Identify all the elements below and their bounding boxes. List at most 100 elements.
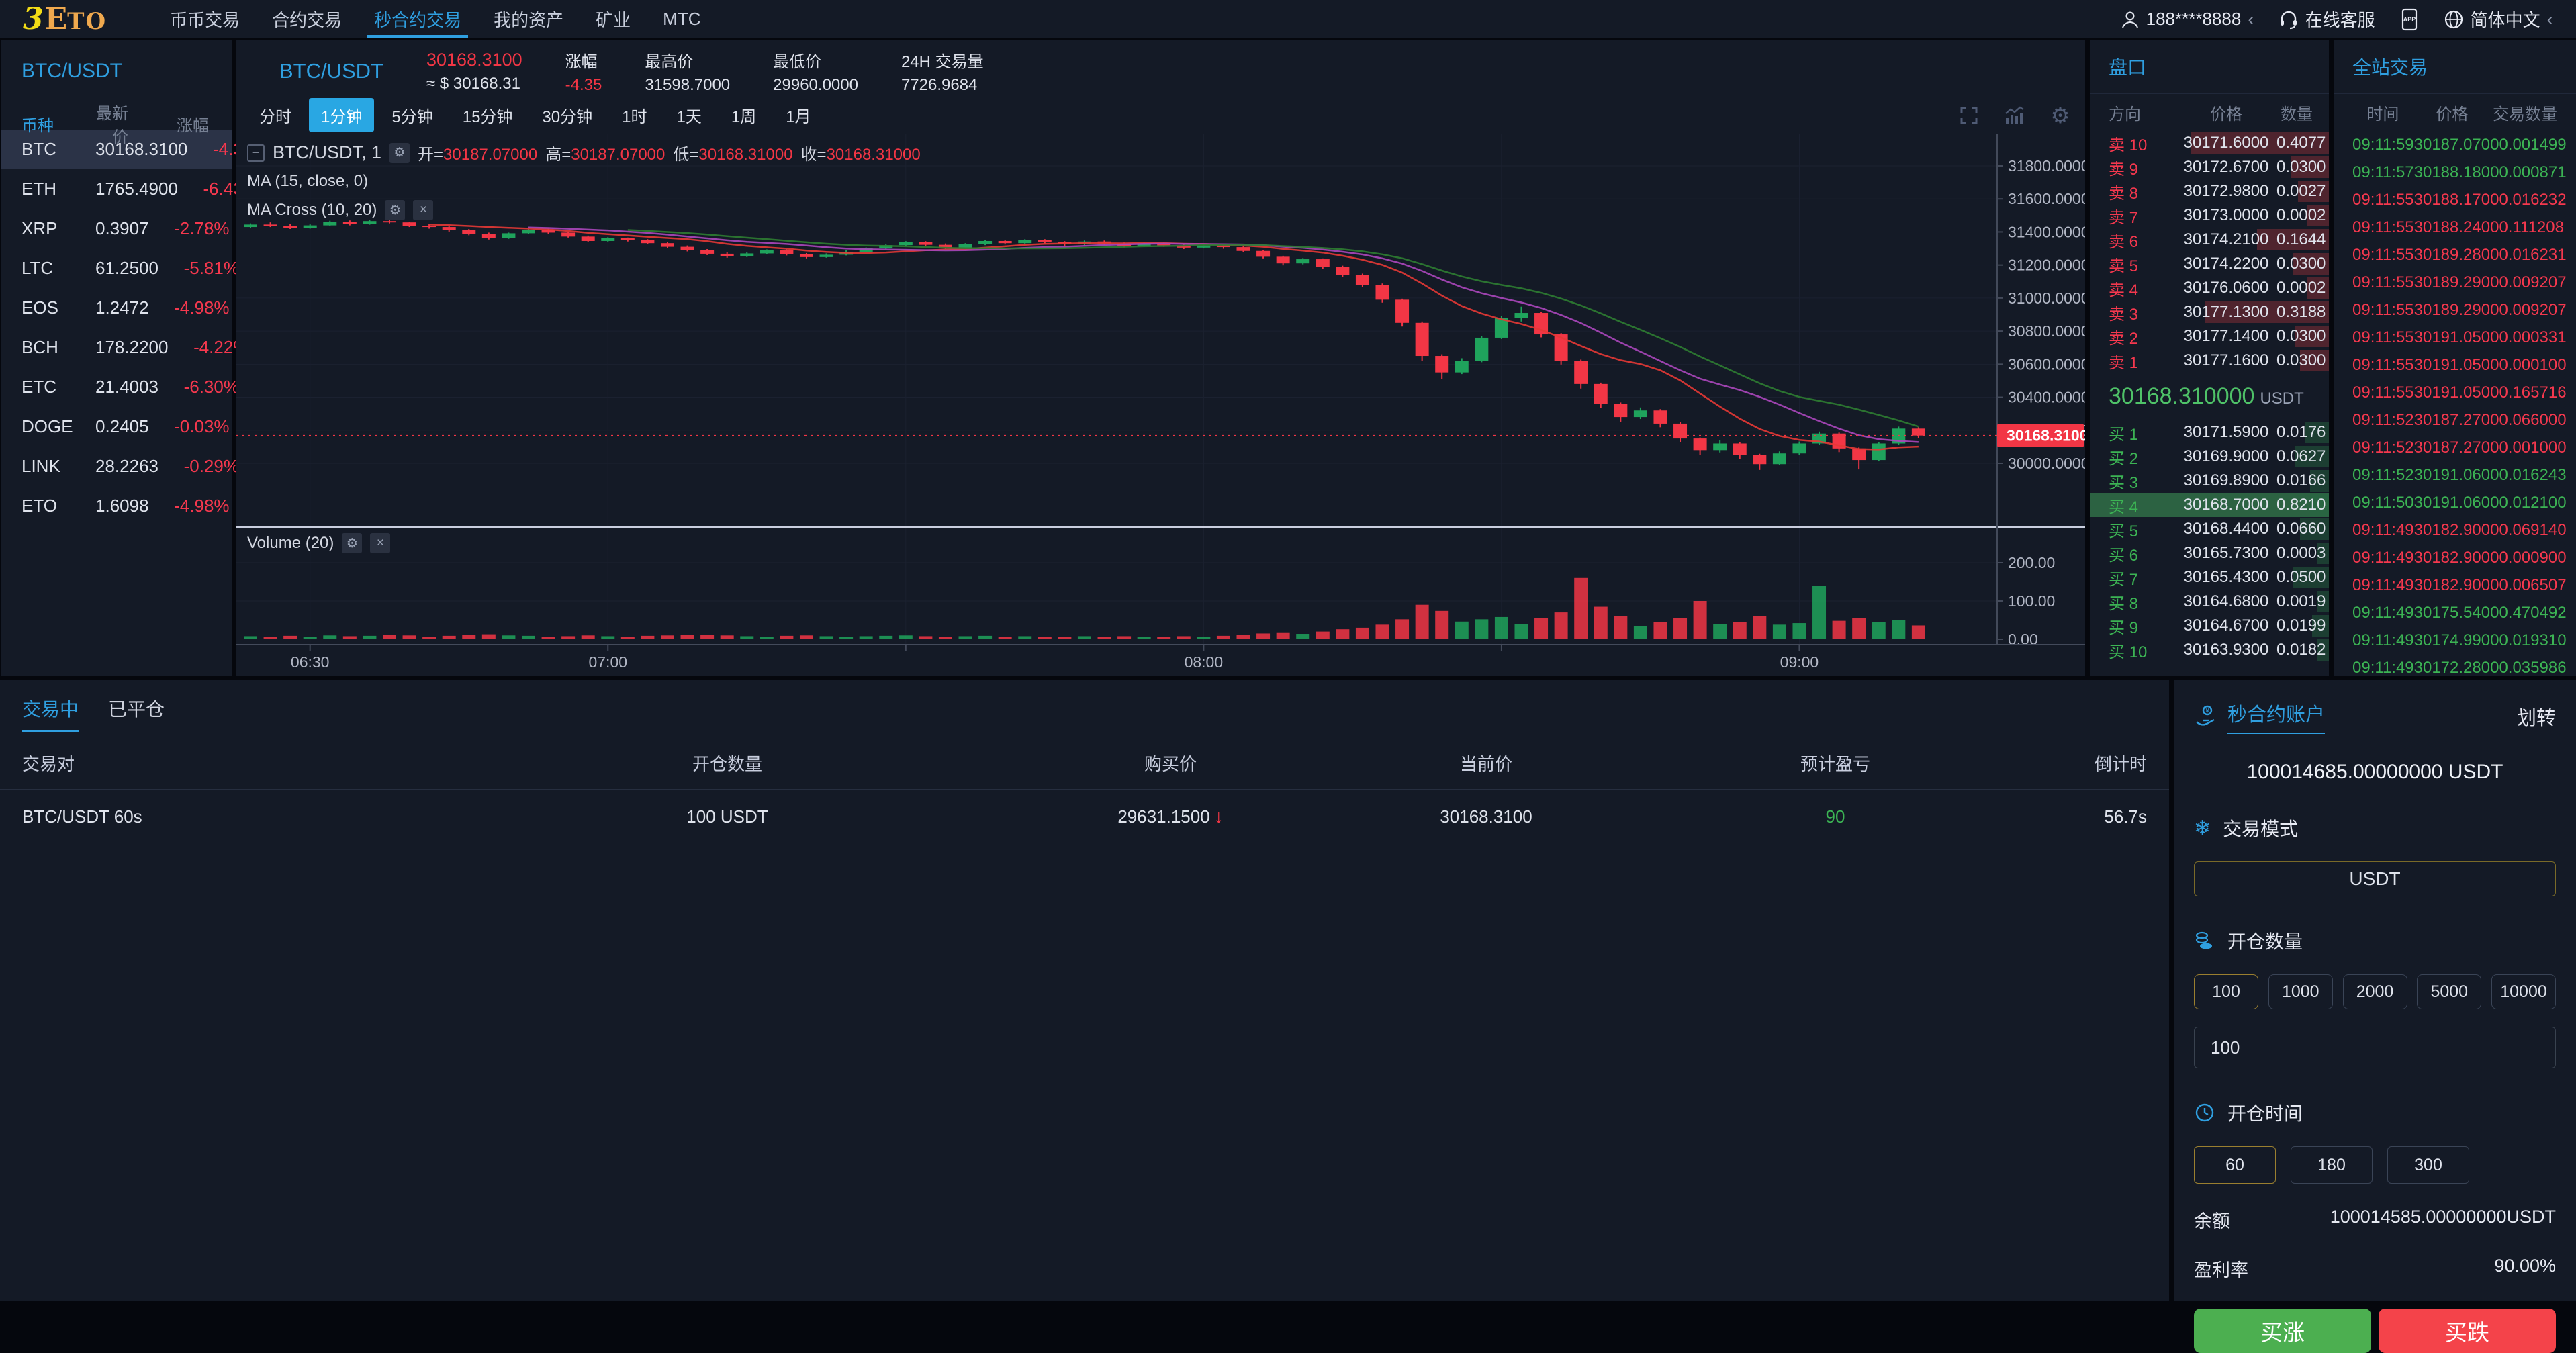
language-switcher[interactable]: 简体中文 ‹: [2444, 7, 2553, 32]
fullscreen-icon[interactable]: [1958, 104, 1980, 127]
ma-cross-close-icon[interactable]: ×: [413, 200, 434, 220]
watchlist-row[interactable]: LTC 61.2500 -5.81%: [1, 248, 239, 288]
online-service[interactable]: 在线客服: [2279, 7, 2375, 32]
bid-row[interactable]: 买 1 30171.5900 0.0176: [2090, 420, 2329, 445]
ask-row[interactable]: 卖 1 30177.1600 0.0300: [2090, 348, 2329, 373]
watchlist-row[interactable]: ETH 1765.4900 -6.43%: [1, 169, 259, 209]
watchlist-row[interactable]: ETO 1.6098 -4.98%: [1, 486, 232, 526]
interval-button[interactable]: 30分钟: [542, 108, 593, 126]
watchlist-row[interactable]: DOGE 0.2405 -0.03%: [1, 407, 232, 447]
nav-menu-item[interactable]: 币币交易: [154, 0, 256, 38]
account-title-link[interactable]: 秒合约账户: [2227, 699, 2326, 734]
bid-row[interactable]: 买 9 30164.6700 0.0199: [2090, 614, 2329, 638]
volume-close-icon[interactable]: ×: [370, 533, 391, 553]
time-option-button[interactable]: 300: [2387, 1146, 2469, 1184]
ask-row[interactable]: 卖 2 30177.1400 0.0300: [2090, 324, 2329, 348]
bid-row[interactable]: 买 3 30169.8900 0.0166: [2090, 469, 2329, 493]
user-icon: [2121, 11, 2138, 28]
bid-row[interactable]: 买 4 30168.7000 0.8210: [2090, 493, 2329, 517]
transfer-link[interactable]: 划转: [2516, 708, 2556, 729]
trade-amount: 0.001499: [2499, 135, 2567, 154]
interval-button[interactable]: 1时: [622, 108, 647, 126]
watchlist-row[interactable]: BCH 178.2200 -4.22%: [1, 328, 248, 367]
time-label: 开仓时间: [2227, 1103, 2303, 1124]
watchlist-row[interactable]: EOS 1.2472 -4.98%: [1, 288, 232, 328]
buy-down-button[interactable]: 买跌: [2379, 1309, 2556, 1353]
nav-menu-item[interactable]: 矿业: [580, 0, 647, 38]
ask-row[interactable]: 卖 9 30172.6700 0.0300: [2090, 155, 2329, 179]
app-download[interactable]: APP: [2399, 8, 2420, 31]
interval-button[interactable]: 1月: [786, 108, 811, 126]
indicators-icon[interactable]: [2003, 104, 2026, 127]
coin-symbol: XRP: [21, 218, 58, 238]
stat-volume: 24H 交易量 7726.9684: [901, 52, 984, 94]
candlestick-chart[interactable]: 31800.00000 31600.00000 31400.00000 31200.0…: [236, 134, 2098, 675]
trades-header: 时间 价格 交易数量: [2366, 105, 2557, 124]
trade-time: 09:11:49: [2352, 548, 2414, 567]
trade-price: 30188.1700: [2413, 190, 2499, 209]
trade-row: 09:11:52 30191.0600 0.016243: [2334, 461, 2576, 489]
ma-cross-gear-icon[interactable]: ⚙: [385, 200, 406, 220]
interval-button[interactable]: 15分钟: [462, 108, 513, 126]
nav-menu-item[interactable]: 秒合约交易: [358, 0, 477, 38]
buy-up-button[interactable]: 买涨: [2194, 1309, 2371, 1353]
ask-row[interactable]: 卖 8 30172.9800 0.0027: [2090, 179, 2329, 203]
stat-change: 涨幅 -4.35: [565, 52, 602, 94]
ask-row[interactable]: 卖 6 30174.2100 0.1644: [2090, 228, 2329, 252]
legend-collapse-icon[interactable]: −: [247, 144, 265, 162]
watchlist-row[interactable]: LINK 28.2263 -0.29%: [1, 447, 239, 486]
time-option-button[interactable]: 60: [2194, 1146, 2276, 1184]
bid-price: 30164.6800: [2183, 592, 2269, 610]
coin-price: 28.2263: [95, 456, 158, 476]
amount-option-button[interactable]: 1000: [2268, 974, 2333, 1009]
watchlist-row[interactable]: XRP 0.3907 -2.78%: [1, 209, 232, 248]
orderbook-asks: 卖 10 30171.6000 0.4077 卖 9 30172.6700 0.…: [2090, 131, 2329, 373]
positions-tab[interactable]: 交易中: [22, 695, 79, 732]
amount-option-button[interactable]: 10000: [2491, 974, 2556, 1009]
amount-option-button[interactable]: 100: [2194, 974, 2258, 1009]
logo-3: 3: [23, 2, 44, 36]
bid-row[interactable]: 买 2 30169.9000 0.0627: [2090, 445, 2329, 469]
nav-menu-item[interactable]: 合约交易: [256, 0, 358, 38]
coin-price: 178.2200: [95, 337, 169, 357]
trade-amount: 0.001000: [2499, 438, 2567, 457]
volume-gear-icon[interactable]: ⚙: [342, 533, 363, 553]
ask-row[interactable]: 卖 7 30173.0000 0.0002: [2090, 203, 2329, 228]
amount-option-button[interactable]: 2000: [2342, 974, 2407, 1009]
coin-price: 0.2405: [95, 416, 149, 436]
logo[interactable]: 3 E TO: [23, 2, 107, 36]
interval-button[interactable]: 1周: [731, 108, 757, 126]
bid-row[interactable]: 买 8 30164.6800 0.0019: [2090, 590, 2329, 614]
ask-amount: 0.3188: [2276, 303, 2326, 321]
bid-row[interactable]: 买 6 30165.7300 0.0003: [2090, 541, 2329, 565]
nav-menu-label: 合约交易: [272, 10, 342, 30]
watchlist-row[interactable]: ETC 21.4003 -6.30%: [1, 367, 239, 407]
ask-price: 30177.1600: [2183, 351, 2269, 369]
bid-row[interactable]: 买 5 30168.4400 0.0660: [2090, 517, 2329, 541]
legend-gear-icon[interactable]: ⚙: [389, 142, 410, 163]
trade-price: 30182.9000: [2413, 520, 2499, 539]
amount-input[interactable]: [2194, 1027, 2556, 1068]
chart-settings-icon[interactable]: ⚙: [2050, 103, 2070, 128]
interval-button[interactable]: 1分钟: [309, 98, 375, 132]
nav-menu-item[interactable]: MTC: [647, 0, 717, 38]
positions-header: 交易对 开仓数量 购买价 当前价 预计盈亏 倒计时: [0, 732, 2169, 790]
amount-option-button[interactable]: 5000: [2417, 974, 2482, 1009]
ask-row[interactable]: 卖 4 30176.0600 0.0002: [2090, 276, 2329, 300]
interval-button[interactable]: 5分钟: [392, 108, 433, 126]
bid-row[interactable]: 买 10 30163.9300 0.0182: [2090, 638, 2329, 662]
bid-depth-bar: [2305, 422, 2329, 443]
bid-row[interactable]: 买 7 30165.4300 0.0500: [2090, 565, 2329, 590]
ask-row[interactable]: 卖 3 30177.1300 0.3188: [2090, 300, 2329, 324]
user-menu[interactable]: 188****8888 ‹: [2121, 9, 2254, 30]
ask-row[interactable]: 卖 10 30171.6000 0.4077: [2090, 131, 2329, 155]
interval-button[interactable]: 分时: [259, 108, 291, 126]
time-option-button[interactable]: 180: [2291, 1146, 2373, 1184]
positions-tab[interactable]: 已平仓: [108, 699, 165, 720]
orderbook-title: 盘口: [2090, 40, 2329, 94]
mode-select[interactable]: USDT: [2194, 861, 2556, 896]
nav-menu-item[interactable]: 我的资产: [477, 0, 580, 38]
ask-row[interactable]: 卖 5 30174.2200 0.0300: [2090, 252, 2329, 276]
bid-amount: 0.0660: [2276, 520, 2326, 538]
interval-button[interactable]: 1天: [676, 108, 702, 126]
